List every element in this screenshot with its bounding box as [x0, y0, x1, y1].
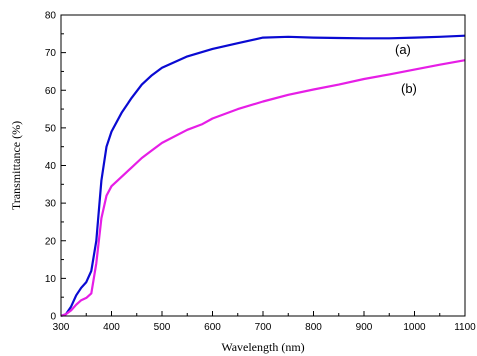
x-tick-label: 1000 — [403, 322, 426, 333]
y-tick-label: 30 — [45, 199, 57, 210]
y-tick-label: 20 — [45, 236, 57, 247]
series-a-annotation: (a) — [395, 42, 411, 57]
x-tick-label: 900 — [356, 322, 373, 333]
y-tick-label: 0 — [50, 312, 56, 323]
plot-frame — [60, 14, 466, 317]
x-tick-label: 400 — [103, 322, 120, 333]
x-tick-label: 600 — [204, 322, 221, 333]
y-tick-label: 40 — [45, 161, 57, 172]
series-line-a — [60, 34, 466, 318]
y-tick-label: 70 — [45, 48, 57, 59]
x-tick-label: 1100 — [454, 322, 476, 333]
y-tick-label: 60 — [45, 86, 57, 97]
y-tick-label: 80 — [45, 11, 57, 22]
x-tick-label: 800 — [305, 322, 322, 333]
series-line-b — [60, 59, 466, 318]
series-b-annotation: (b) — [401, 81, 417, 96]
x-tick-label: 500 — [154, 322, 171, 333]
y-tick-label: 50 — [45, 123, 57, 134]
y-tick-label: 10 — [45, 274, 57, 285]
x-tick-label: 300 — [53, 322, 70, 333]
y-axis-title: Transmittance (%) — [9, 121, 23, 210]
x-axis-title: Wavelength (nm) — [221, 340, 304, 354]
x-tick-label: 700 — [255, 322, 272, 333]
